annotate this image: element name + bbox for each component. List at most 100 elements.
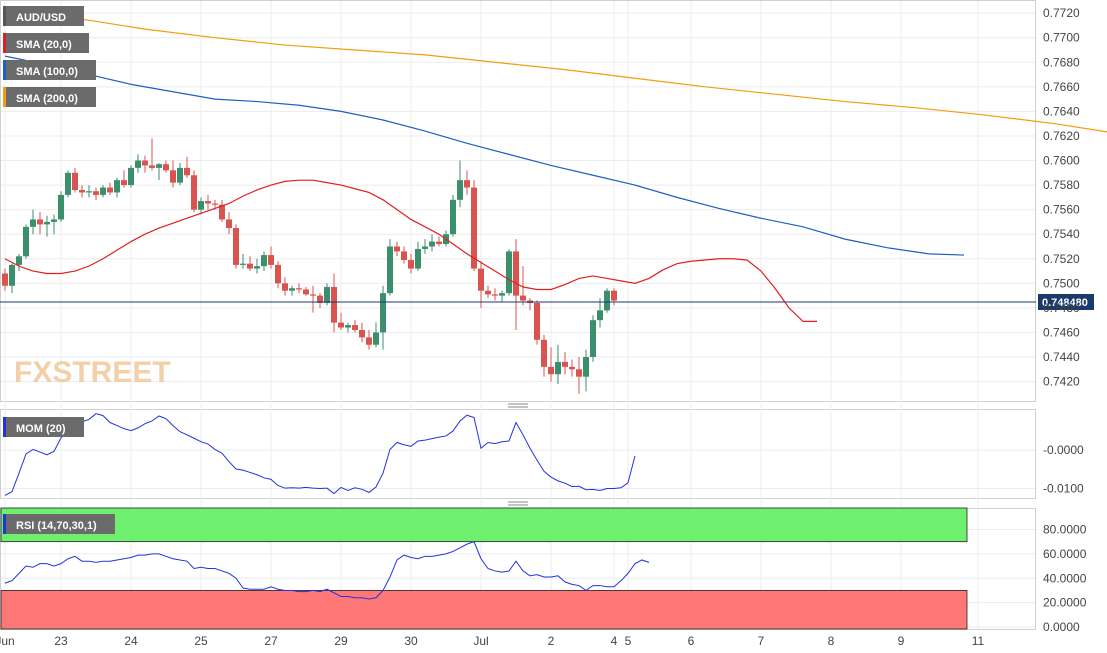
legend-audusd[interactable]: AUD/USD	[3, 6, 84, 26]
candle	[282, 277, 288, 296]
candle	[373, 322, 379, 348]
candle	[562, 352, 568, 375]
candle	[289, 285, 295, 296]
candle	[492, 288, 498, 301]
candle	[107, 182, 113, 195]
legend-rsi[interactable]: RSI (14,70,30,1)	[3, 514, 115, 534]
candle	[478, 261, 484, 308]
rsi-y-axis: 0.0000 20.0000 40.0000 60.0000 80.0000	[1043, 523, 1087, 635]
candle	[198, 197, 204, 215]
legend-mom[interactable]: MOM (20)	[3, 417, 84, 437]
candle	[2, 268, 8, 291]
rsi-line	[4, 541, 650, 600]
candle	[457, 160, 463, 208]
x-tick-label: 25	[194, 634, 208, 648]
x-tick-label: 8	[828, 634, 835, 648]
sma200-line	[4, 6, 1107, 133]
candle	[93, 187, 99, 200]
candle	[240, 253, 246, 269]
price-tick-label: 0.7560	[1043, 203, 1080, 217]
candle	[359, 322, 365, 343]
price-tick-label: 0.7420	[1043, 375, 1080, 389]
candle	[597, 298, 603, 328]
x-axis: Jun232425272930Jul245678911	[0, 634, 985, 648]
mom-tick-label: -0.0000	[1043, 443, 1084, 457]
x-tick-label: 2	[548, 634, 555, 648]
mom-resize-handle[interactable]	[508, 403, 528, 408]
price-tick-label: 0.7620	[1043, 129, 1080, 143]
rsi-overbought-zone	[0, 507, 968, 543]
candle	[205, 194, 211, 210]
candle	[590, 315, 596, 362]
candle	[247, 256, 253, 272]
mom-tick-label: -0.0100	[1043, 482, 1084, 496]
candle	[30, 209, 36, 235]
rsi-oversold-zone	[0, 590, 968, 630]
watermark-logo: FXSTREET	[14, 356, 171, 389]
candle	[72, 167, 78, 193]
price-tick-label: 0.7540	[1043, 227, 1080, 241]
candle	[121, 170, 127, 188]
candle	[415, 241, 421, 272]
rsi-resize-handle[interactable]	[508, 501, 528, 506]
price-tick-label: 0.7440	[1043, 350, 1080, 364]
candle	[338, 312, 344, 330]
x-tick-label: Jul	[473, 634, 488, 648]
candle	[149, 138, 155, 171]
candle	[9, 263, 15, 294]
svg-text:AUD/USD: AUD/USD	[16, 12, 66, 24]
candle	[366, 329, 372, 350]
candle	[310, 285, 316, 313]
candle	[23, 224, 29, 259]
candle	[100, 185, 106, 198]
legend-sma200[interactable]: SMA (200,0)	[3, 87, 96, 107]
mom-panel	[0, 409, 1036, 499]
candle	[520, 266, 526, 306]
price-tick-label: 0.7660	[1043, 80, 1080, 94]
x-tick-label: 29	[334, 634, 348, 648]
candle	[303, 287, 309, 296]
x-tick-label: 9	[898, 634, 905, 648]
candle	[254, 258, 260, 274]
candle	[170, 160, 176, 188]
legend-sma100[interactable]: SMA (100,0)	[3, 60, 96, 80]
mom-y-axis: -0.0000 -0.0100	[1043, 443, 1084, 495]
candle	[226, 212, 232, 235]
price-tick-label: 0.7580	[1043, 178, 1080, 192]
candle	[471, 180, 477, 272]
candle	[58, 191, 64, 222]
candle	[387, 239, 393, 296]
candle	[261, 251, 267, 272]
candle	[408, 253, 414, 274]
candle	[541, 334, 547, 377]
candle	[86, 185, 92, 198]
mom-grid	[1, 449, 1035, 490]
legend-sma20[interactable]: SMA (20,0)	[3, 33, 89, 53]
candle	[380, 285, 386, 350]
x-tick-label: 5	[625, 634, 632, 648]
price-tick-label: 0.7720	[1043, 6, 1080, 20]
candle	[37, 212, 43, 235]
candle	[464, 170, 470, 195]
candle	[611, 288, 617, 306]
candle	[177, 162, 183, 186]
x-tick-label: 23	[54, 634, 68, 648]
candle	[331, 273, 337, 333]
candle	[275, 261, 281, 289]
rsi-tick-label: 80.0000	[1043, 523, 1087, 537]
candle	[352, 320, 358, 333]
candle	[583, 349, 589, 392]
candle	[16, 253, 22, 272]
candle	[268, 246, 274, 269]
candle	[569, 359, 575, 377]
x-tick-label: 7	[758, 634, 765, 648]
candle	[233, 224, 239, 269]
mom-line	[4, 413, 636, 496]
candle	[114, 177, 120, 198]
candle	[219, 199, 225, 222]
price-tick-label: 0.7680	[1043, 55, 1080, 69]
x-tick-label: 6	[688, 634, 695, 648]
svg-text:SMA (20,0): SMA (20,0)	[16, 39, 72, 51]
candle	[51, 214, 57, 235]
price-tick-label: 0.7500	[1043, 276, 1080, 290]
